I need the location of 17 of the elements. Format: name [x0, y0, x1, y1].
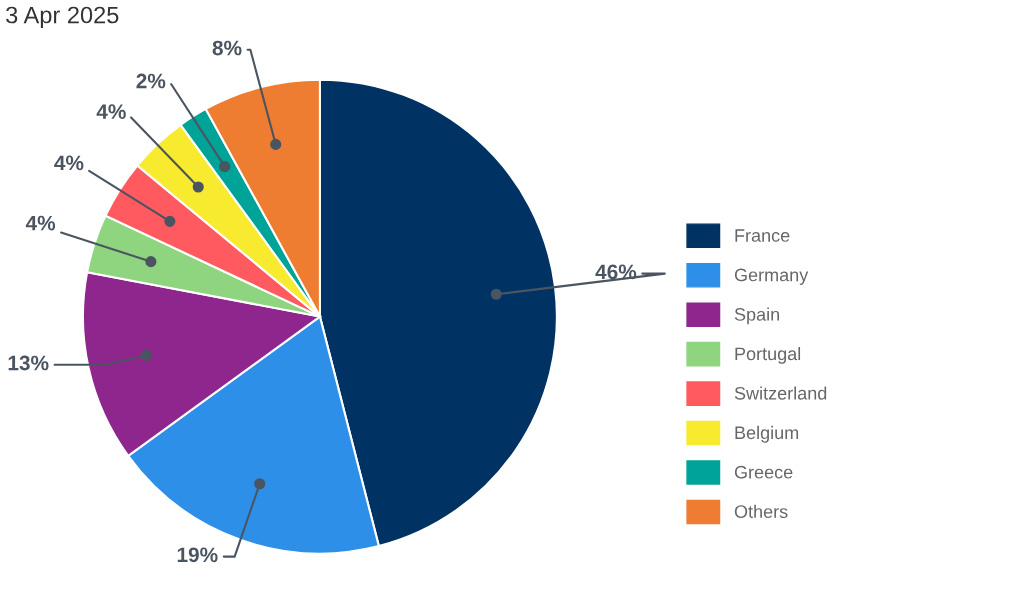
data-label: 8% [212, 40, 242, 56]
legend-label: Greece [734, 465, 793, 479]
data-label: 4% [54, 155, 84, 171]
data-label: 13% [8, 355, 49, 371]
legend-label: France [735, 229, 790, 242]
chart-title: 3 Apr 2025 [6, 6, 119, 29]
data-label: 19% [177, 547, 218, 563]
data-label: 46% [595, 264, 637, 280]
legend-label: Others [734, 504, 788, 519]
legend-label: Germany [734, 268, 809, 285]
legend-label: Portugal [735, 346, 801, 364]
data-label: 4% [96, 104, 126, 119]
legend-label: Spain [734, 307, 779, 325]
legend-label: Belgium [735, 425, 799, 443]
legend-label: Switzerland [734, 386, 827, 400]
data-label: 4% [25, 215, 56, 231]
data-label: 2% [136, 73, 166, 89]
